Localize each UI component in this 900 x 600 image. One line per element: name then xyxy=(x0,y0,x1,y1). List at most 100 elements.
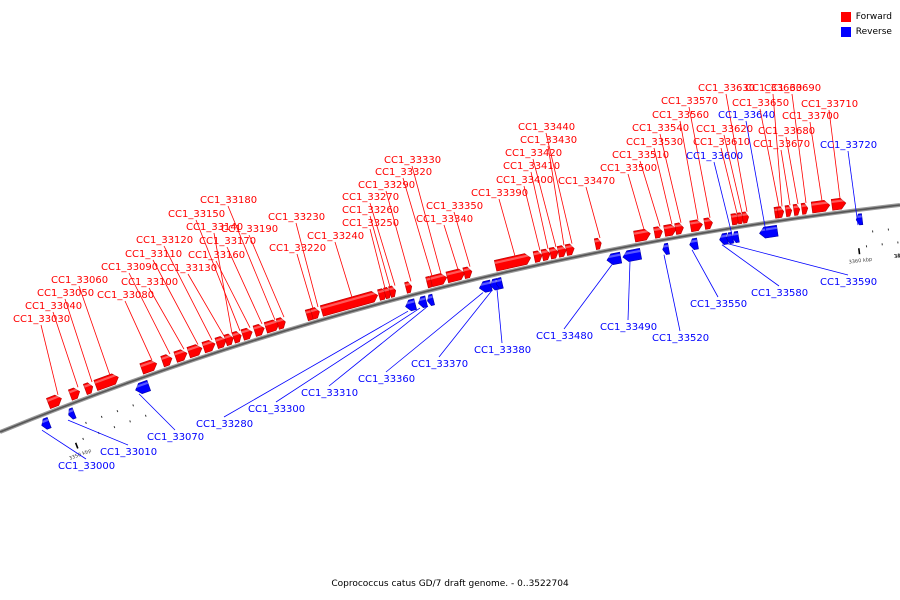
gene-label[interactable]: CC1_33110 xyxy=(125,249,182,260)
gene-arrow-cc1-33390[interactable] xyxy=(493,252,532,272)
gene-arrow-cc1-33560[interactable] xyxy=(689,219,704,233)
gene-arrow-cc1-33100[interactable] xyxy=(173,348,189,363)
gene-arrow-cc1-33670[interactable] xyxy=(784,205,793,218)
gene-label[interactable]: CC1_33570 xyxy=(661,96,718,107)
gene-arrow-cc1-33620[interactable] xyxy=(736,212,745,225)
gene-arrow-cc1-33690[interactable] xyxy=(800,202,809,215)
gene-label[interactable]: CC1_33300 xyxy=(248,404,305,415)
gene-label[interactable]: CC1_33470 xyxy=(558,176,615,187)
gene-arrow-cc1-33140[interactable] xyxy=(223,333,235,347)
gene-arrow-cc1-33110[interactable] xyxy=(186,343,204,359)
gene-label[interactable]: CC1_33120 xyxy=(136,235,193,246)
gene-label[interactable]: CC1_33410 xyxy=(503,161,560,172)
gene-arrow-cc1-33490[interactable] xyxy=(622,247,643,262)
gene-label[interactable]: CC1_33700 xyxy=(782,111,839,122)
gene-label[interactable]: CC1_33310 xyxy=(301,388,358,399)
gene-arrow-cc1-33060[interactable] xyxy=(93,372,120,392)
gene-label[interactable]: CC1_33620 xyxy=(696,124,753,135)
gene-arrow-cc1-33500[interactable] xyxy=(633,228,652,243)
gene-arrow-cc1-33000[interactable] xyxy=(40,417,52,430)
gene-arrow-cc1-33310[interactable] xyxy=(426,293,435,306)
gene-label[interactable]: CC1_33600 xyxy=(686,151,743,162)
gene-arrow-cc1-33050[interactable] xyxy=(82,381,94,395)
gene-label[interactable]: CC1_33340 xyxy=(416,214,473,225)
gene-label[interactable]: CC1_33510 xyxy=(612,150,669,161)
gene-arrow-cc1-33170[interactable] xyxy=(252,323,266,337)
gene-label[interactable]: CC1_33360 xyxy=(358,374,415,385)
gene-label[interactable]: CC1_33720 xyxy=(820,140,877,151)
gene-arrow-cc1-33470[interactable] xyxy=(593,237,602,250)
gene-label[interactable]: CC1_33180 xyxy=(200,195,257,206)
gene-arrow-cc1-33580[interactable] xyxy=(718,232,729,245)
gene-label[interactable]: CC1_33630 xyxy=(698,83,755,94)
gene-label[interactable]: CC1_33590 xyxy=(820,277,877,288)
gene-arrow-cc1-33660[interactable] xyxy=(776,206,785,219)
gene-arrow-cc1-33090[interactable] xyxy=(160,353,174,368)
gene-label[interactable]: CC1_33490 xyxy=(600,322,657,333)
gene-label[interactable]: CC1_33090 xyxy=(101,262,158,273)
gene-label[interactable]: CC1_33480 xyxy=(536,331,593,342)
gene-label[interactable]: CC1_33370 xyxy=(411,359,468,370)
gene-label[interactable]: CC1_33530 xyxy=(626,137,683,148)
gene-arrow-cc1-33550[interactable] xyxy=(688,237,699,250)
gene-label[interactable]: CC1_33540 xyxy=(632,123,689,134)
gene-label[interactable]: CC1_33330 xyxy=(384,155,441,166)
gene-arrow-cc1-33480[interactable] xyxy=(606,251,623,266)
gene-arrow-cc1-33150[interactable] xyxy=(231,330,243,344)
gene-arrow-cc1-33380[interactable] xyxy=(495,277,504,290)
gene-label[interactable]: CC1_33550 xyxy=(690,299,747,310)
gene-arrow-cc1-33230[interactable] xyxy=(309,306,321,320)
gene-label[interactable]: CC1_33420 xyxy=(505,148,562,159)
gene-label[interactable]: CC1_33660 xyxy=(745,83,802,94)
gene-arrow-cc1-33710[interactable] xyxy=(830,197,847,211)
gene-label[interactable]: CC1_33140 xyxy=(186,222,243,233)
gene-label[interactable]: CC1_33030 xyxy=(13,314,70,325)
gene-arrow-cc1-33600[interactable] xyxy=(731,230,740,243)
gene-label[interactable]: CC1_33500 xyxy=(600,163,657,174)
gene-arrow-cc1-33530[interactable] xyxy=(663,223,678,237)
gene-label[interactable]: CC1_33150 xyxy=(168,209,225,220)
gene-arrow-cc1-33080[interactable] xyxy=(139,358,159,375)
gene-arrow-cc1-33350[interactable] xyxy=(462,266,473,280)
gene-arrow-cc1-33040[interactable] xyxy=(67,386,81,401)
gene-arrow-cc1-33440[interactable] xyxy=(564,243,575,256)
gene-arrow-cc1-33590[interactable] xyxy=(725,231,734,244)
gene-label[interactable]: CC1_33050 xyxy=(37,288,94,299)
gene-label[interactable]: CC1_33400 xyxy=(496,175,553,186)
gene-label[interactable]: CC1_33060 xyxy=(51,275,108,286)
gene-label[interactable]: CC1_33270 xyxy=(342,192,399,203)
gene-label[interactable]: CC1_33440 xyxy=(518,122,575,133)
gene-arrow-cc1-33070[interactable] xyxy=(134,379,152,395)
gene-label[interactable]: CC1_33260 xyxy=(342,205,399,216)
gene-arrow-cc1-33290[interactable] xyxy=(404,281,414,294)
gene-label[interactable]: CC1_33240 xyxy=(307,231,364,242)
gene-label[interactable]: CC1_33130 xyxy=(160,263,217,274)
gene-label[interactable]: CC1_33190 xyxy=(221,224,278,235)
gene-arrow-cc1-33010[interactable] xyxy=(67,407,77,420)
gene-label[interactable]: CC1_33560 xyxy=(652,110,709,121)
gene-label[interactable]: CC1_33690 xyxy=(764,83,821,94)
gene-arrow-cc1-33120[interactable] xyxy=(201,339,217,354)
gene-arrow-cc1-33180[interactable] xyxy=(263,318,281,334)
gene-arrow-cc1-33240[interactable] xyxy=(319,290,379,317)
gene-label[interactable]: CC1_33610 xyxy=(693,137,750,148)
gene-label[interactable]: CC1_33680 xyxy=(758,126,815,137)
gene-arrow-cc1-33360[interactable] xyxy=(478,279,493,293)
gene-label[interactable]: CC1_33390 xyxy=(471,188,528,199)
gene-arrow-cc1-33420[interactable] xyxy=(548,246,559,260)
gene-label[interactable]: CC1_33070 xyxy=(147,432,204,443)
gene-label[interactable]: CC1_33170 xyxy=(199,236,256,247)
gene-label[interactable]: CC1_33280 xyxy=(196,419,253,430)
gene-arrow-cc1-33280[interactable] xyxy=(404,298,417,312)
gene-arrow-cc1-33270[interactable] xyxy=(388,285,398,298)
gene-label[interactable]: CC1_33080 xyxy=(97,290,154,301)
gene-arrow-cc1-33570[interactable] xyxy=(703,217,714,230)
gene-arrow-cc1-33630[interactable] xyxy=(741,211,750,224)
gene-arrow-cc1-33160[interactable] xyxy=(240,327,254,341)
gene-label[interactable]: CC1_33230 xyxy=(268,212,325,223)
gene-arrow-cc1-33410[interactable] xyxy=(540,248,551,262)
gene-arrow-cc1-33190[interactable] xyxy=(275,317,287,330)
gene-arrow-cc1-33130[interactable] xyxy=(214,335,228,350)
gene-arrow-cc1-33330[interactable] xyxy=(429,272,448,288)
gene-label[interactable]: CC1_33100 xyxy=(121,277,178,288)
